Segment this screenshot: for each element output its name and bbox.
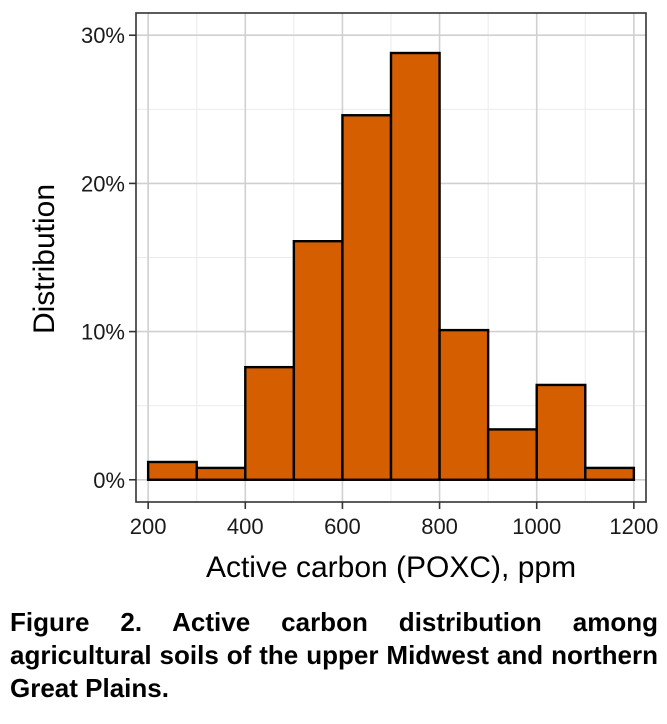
histogram-bar [341,114,393,481]
y-tick-label: 0% [93,468,125,493]
x-tick-label: 200 [130,514,167,539]
histogram-bar [146,460,198,481]
histogram-bar [486,428,538,481]
histogram-bar [438,328,490,481]
plot-panel [135,12,647,503]
histogram-bar [195,466,247,481]
y-tick-label: 10% [81,320,125,345]
x-axis-title: Active carbon (POXC), ppm [206,551,576,584]
histogram-bar [389,51,441,481]
histogram-bar [292,239,344,481]
plot-border [135,12,647,503]
histogram-bar [535,383,587,481]
x-axis: 200 400 600 800 1000 1200 [130,502,658,539]
x-tick-label: 400 [227,514,264,539]
x-tick-label: 1200 [609,514,658,539]
y-axis: 0% 10% 20% 30% [81,23,136,493]
histogram-bars [146,51,636,481]
histogram-bar [584,466,636,481]
histogram-bar [244,365,296,481]
x-tick-label: 600 [324,514,361,539]
figure-caption: Figure 2. Active carbon distribution amo… [10,607,658,703]
y-tick-label: 30% [81,23,125,48]
y-tick-label: 20% [81,171,125,196]
y-axis-title: Distribution [28,184,61,334]
x-tick-label: 800 [421,514,458,539]
x-tick-label: 1000 [512,514,561,539]
histogram-chart: 0% 10% 20% 30% 200 400 600 800 1000 1200 Distrib… [28,12,658,584]
